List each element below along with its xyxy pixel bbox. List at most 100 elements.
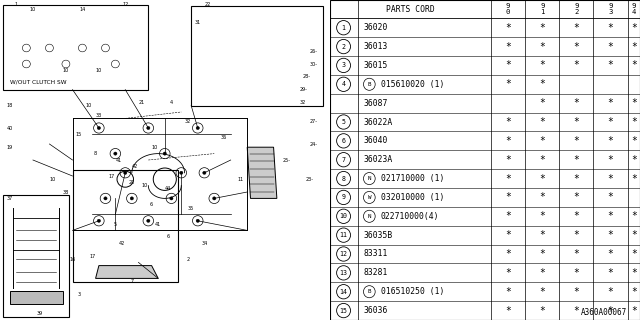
Text: 44: 44	[165, 186, 172, 191]
Text: 41: 41	[155, 221, 161, 227]
Text: *: *	[607, 173, 614, 184]
Polygon shape	[10, 291, 63, 304]
Text: *: *	[540, 79, 545, 89]
Text: 4: 4	[342, 81, 346, 87]
Text: 8: 8	[94, 151, 97, 156]
Text: *: *	[573, 98, 579, 108]
Text: *: *	[505, 230, 511, 240]
Text: 34: 34	[201, 241, 207, 246]
Text: *: *	[573, 268, 579, 278]
Text: *: *	[607, 117, 614, 127]
Text: *: *	[607, 192, 614, 203]
Text: 4: 4	[170, 100, 173, 105]
Text: *: *	[631, 211, 637, 221]
Text: 17: 17	[109, 173, 115, 179]
Text: *: *	[505, 155, 511, 165]
Text: 25-: 25-	[283, 157, 291, 163]
Text: 015610020 (1): 015610020 (1)	[381, 80, 444, 89]
Text: 32: 32	[300, 100, 307, 105]
Text: *: *	[540, 98, 545, 108]
Text: *: *	[540, 42, 545, 52]
Text: 15: 15	[340, 308, 348, 314]
Text: *: *	[607, 287, 614, 297]
Text: *: *	[540, 268, 545, 278]
Text: 9
0: 9 0	[506, 4, 510, 15]
Text: 17: 17	[89, 253, 95, 259]
Text: *: *	[631, 98, 637, 108]
Text: *: *	[631, 173, 637, 184]
Polygon shape	[247, 147, 277, 198]
Circle shape	[104, 197, 107, 200]
Text: *: *	[573, 60, 579, 70]
FancyBboxPatch shape	[3, 195, 69, 317]
Text: 10: 10	[340, 213, 348, 219]
Text: 23-: 23-	[306, 177, 314, 182]
Text: 10: 10	[96, 68, 102, 73]
Text: 10: 10	[142, 183, 148, 188]
Text: B: B	[367, 82, 371, 87]
Text: *: *	[505, 79, 511, 89]
Text: W: W	[367, 195, 371, 200]
Text: 022710000(4): 022710000(4)	[381, 212, 439, 221]
Text: *: *	[540, 136, 545, 146]
FancyBboxPatch shape	[191, 6, 323, 106]
Text: 016510250 (1): 016510250 (1)	[381, 287, 444, 296]
Text: *: *	[505, 268, 511, 278]
Circle shape	[203, 171, 206, 174]
Text: *: *	[540, 23, 545, 33]
Text: 39: 39	[36, 311, 43, 316]
Text: 14: 14	[340, 289, 348, 295]
Text: *: *	[505, 136, 511, 146]
Text: 36035B: 36035B	[364, 231, 393, 240]
Text: 11: 11	[340, 232, 348, 238]
Circle shape	[114, 152, 117, 155]
Text: 10: 10	[152, 145, 158, 150]
Text: 20: 20	[129, 180, 135, 185]
Text: *: *	[540, 192, 545, 203]
Text: 37: 37	[7, 196, 13, 201]
Text: 35: 35	[188, 205, 195, 211]
Text: 10: 10	[30, 7, 36, 12]
Text: *: *	[631, 306, 637, 316]
Text: *: *	[573, 249, 579, 259]
Text: 36022A: 36022A	[364, 117, 393, 126]
Text: 22: 22	[205, 2, 211, 7]
Text: *: *	[540, 60, 545, 70]
Text: *: *	[607, 230, 614, 240]
Circle shape	[97, 219, 100, 222]
Text: 9
2: 9 2	[574, 4, 579, 15]
Text: 7: 7	[342, 157, 346, 163]
Circle shape	[130, 197, 134, 200]
Text: W/OUT CLUTCH SW: W/OUT CLUTCH SW	[10, 80, 67, 85]
Text: 24-: 24-	[309, 141, 317, 147]
Circle shape	[147, 126, 150, 130]
Text: 5: 5	[342, 119, 346, 125]
Text: *: *	[607, 42, 614, 52]
Text: 9: 9	[342, 195, 346, 200]
Text: *: *	[573, 287, 579, 297]
Text: 36023A: 36023A	[364, 155, 393, 164]
Text: 15: 15	[76, 132, 82, 137]
Circle shape	[97, 126, 100, 130]
Text: B: B	[367, 289, 371, 294]
Circle shape	[196, 126, 200, 130]
Text: *: *	[505, 249, 511, 259]
Text: *: *	[573, 306, 579, 316]
Text: 3: 3	[342, 62, 346, 68]
Text: *: *	[573, 117, 579, 127]
Text: 021710000 (1): 021710000 (1)	[381, 174, 444, 183]
Text: 36020: 36020	[364, 23, 388, 32]
Text: 3: 3	[77, 292, 81, 297]
Circle shape	[170, 197, 173, 200]
Circle shape	[212, 197, 216, 200]
Text: *: *	[540, 117, 545, 127]
Text: 9
3: 9 3	[609, 4, 612, 15]
Text: *: *	[607, 211, 614, 221]
Text: 42: 42	[119, 241, 125, 246]
Text: *: *	[540, 230, 545, 240]
Text: 6: 6	[342, 138, 346, 144]
Text: *: *	[540, 306, 545, 316]
Text: A360A00067: A360A00067	[581, 308, 627, 317]
Text: 2: 2	[342, 44, 346, 50]
Text: *: *	[607, 268, 614, 278]
